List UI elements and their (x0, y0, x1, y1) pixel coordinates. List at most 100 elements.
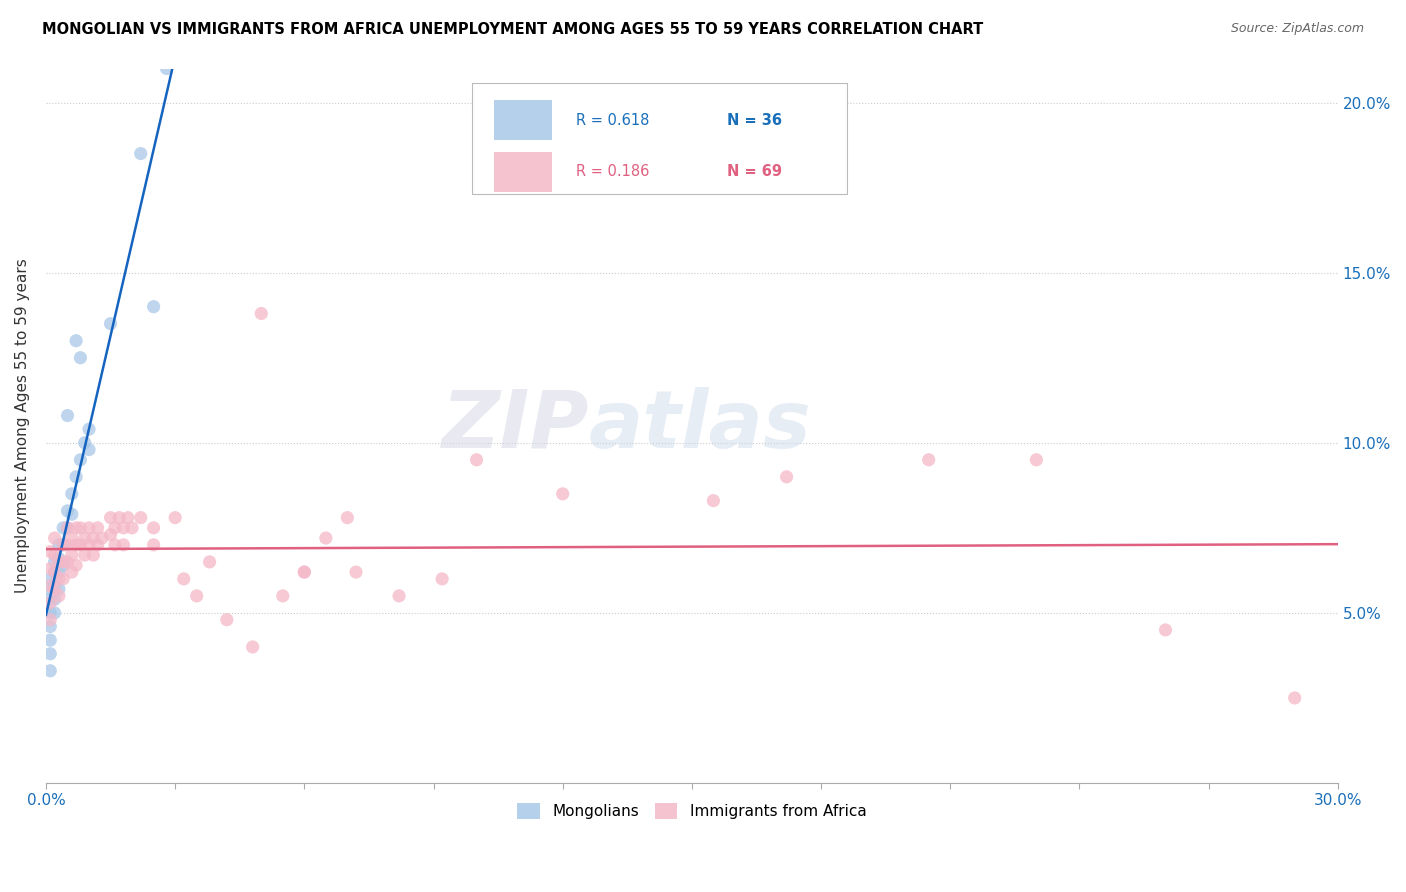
Point (69, 538, 91, 552)
Point (48, 565, 70, 579)
Point (121, 521, 143, 535)
Point (292, 565, 315, 579)
Point (60, 508, 83, 522)
Point (56, 521, 79, 535)
Text: MONGOLIAN VS IMMIGRANTS FROM AFRICA UNEMPLOYMENT AMONG AGES 55 TO 59 YEARS CORRE: MONGOLIAN VS IMMIGRANTS FROM AFRICA UNEM… (42, 22, 983, 37)
Point (100, 510, 122, 524)
Point (918, 452, 941, 467)
Point (775, 470, 797, 484)
Point (430, 572, 453, 586)
Point (250, 306, 273, 320)
Point (198, 555, 221, 569)
Text: N = 36: N = 36 (727, 112, 782, 128)
Point (69, 521, 91, 535)
Point (73, 531, 96, 545)
Point (44, 582, 66, 596)
Point (56, 555, 79, 569)
Point (39, 613, 62, 627)
Point (104, 521, 127, 535)
Point (142, 538, 165, 552)
Text: ZIP: ZIP (441, 387, 589, 465)
FancyBboxPatch shape (472, 83, 846, 194)
Point (82, 548, 104, 562)
Point (39, 664, 62, 678)
Y-axis label: Unemployment Among Ages 55 to 59 years: Unemployment Among Ages 55 to 59 years (15, 259, 30, 593)
Point (48, 555, 70, 569)
Point (56, 504, 79, 518)
Point (44, 565, 66, 579)
Point (56, 538, 79, 552)
Point (48, 582, 70, 596)
Point (52, 558, 75, 573)
Point (52, 538, 75, 552)
Point (39, 633, 62, 648)
Point (142, 300, 165, 314)
Point (39, 572, 62, 586)
Point (60, 531, 83, 545)
Point (173, 572, 195, 586)
Point (48, 551, 70, 566)
Point (108, 510, 131, 524)
Point (77, 521, 100, 535)
Point (39, 619, 62, 633)
Point (165, 510, 187, 524)
Point (44, 592, 66, 607)
Point (44, 531, 66, 545)
Point (271, 589, 294, 603)
Point (388, 589, 411, 603)
Point (39, 562, 62, 576)
Point (77, 538, 100, 552)
Point (315, 531, 337, 545)
Point (44, 579, 66, 593)
Legend: Mongolians, Immigrants from Africa: Mongolians, Immigrants from Africa (512, 797, 873, 825)
Point (69, 351, 91, 365)
FancyBboxPatch shape (495, 153, 553, 192)
Point (86, 521, 108, 535)
Text: R = 0.618: R = 0.618 (575, 112, 650, 128)
Point (44, 606, 66, 620)
Point (65, 558, 87, 573)
Point (48, 572, 70, 586)
Text: R = 0.186: R = 0.186 (575, 164, 650, 179)
Point (48, 589, 70, 603)
Point (155, 62, 177, 76)
Point (73, 548, 96, 562)
Point (73, 435, 96, 450)
Point (52, 538, 75, 552)
Point (186, 589, 208, 603)
Point (465, 452, 488, 467)
Point (336, 510, 359, 524)
Point (69, 452, 91, 467)
Point (86, 538, 108, 552)
Point (44, 548, 66, 562)
Point (551, 487, 574, 501)
Point (77, 442, 100, 457)
Text: atlas: atlas (589, 387, 811, 465)
Point (112, 521, 135, 535)
Point (65, 470, 87, 484)
Point (91, 531, 114, 545)
Point (100, 317, 122, 331)
Point (129, 146, 152, 161)
Point (242, 640, 264, 654)
Point (292, 565, 315, 579)
Point (52, 572, 75, 586)
Point (44, 555, 66, 569)
Point (82, 531, 104, 545)
Point (39, 544, 62, 558)
Point (60, 565, 83, 579)
Point (39, 592, 62, 607)
Point (56, 521, 79, 535)
Point (60, 487, 83, 501)
Point (65, 538, 87, 552)
Point (112, 538, 135, 552)
Point (215, 613, 238, 627)
Point (100, 527, 122, 541)
Point (129, 510, 152, 524)
Point (44, 565, 66, 579)
FancyBboxPatch shape (495, 101, 553, 140)
Point (56, 409, 79, 423)
Point (39, 582, 62, 596)
Point (65, 334, 87, 348)
Point (142, 521, 165, 535)
